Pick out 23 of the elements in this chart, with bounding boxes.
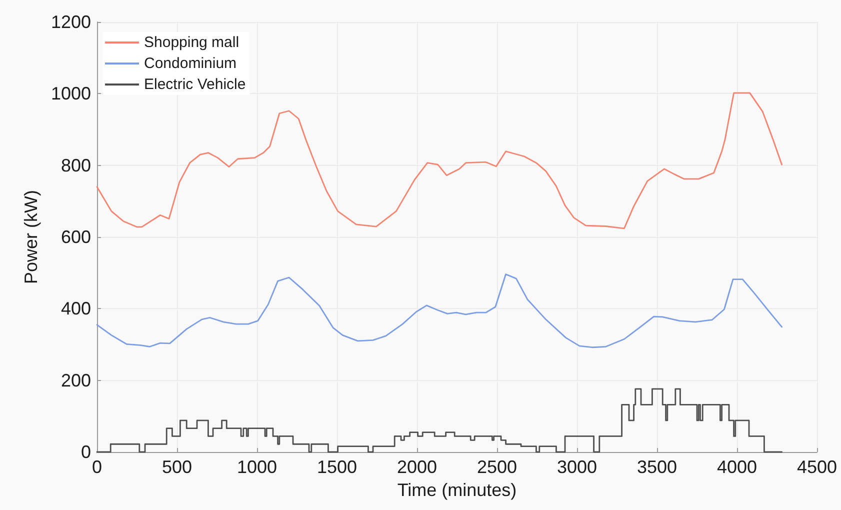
legend-label: Electric Vehicle — [144, 76, 246, 93]
y-axis-title: Power (kW) — [21, 190, 42, 284]
y-tick-label: 0 — [80, 442, 91, 462]
x-tick-label: 1500 — [316, 457, 358, 477]
x-tick-label: 4000 — [716, 457, 758, 477]
y-tick-label: 200 — [60, 370, 91, 390]
y-tick-label: 600 — [60, 227, 91, 247]
x-axis-title: Time (minutes) — [397, 480, 517, 500]
y-tick-label: 400 — [60, 298, 91, 319]
y-tick-label: 1000 — [50, 84, 91, 104]
x-tick-label: 4500 — [796, 457, 838, 477]
legend-label: Condominium — [144, 55, 237, 72]
y-tick-label: 1200 — [50, 12, 91, 32]
x-tick-label: 3000 — [556, 457, 598, 477]
x-tick-label: 500 — [162, 457, 192, 477]
x-tick-label: 3500 — [636, 457, 678, 477]
x-tick-label: 2500 — [476, 457, 518, 477]
line-series — [96, 274, 782, 348]
y-tick-label: 800 — [60, 155, 91, 176]
legend-label: Shopping mall — [144, 34, 240, 51]
line-series — [96, 92, 782, 230]
x-tick-label: 2000 — [396, 457, 438, 477]
x-tick-label: 1000 — [236, 457, 278, 477]
